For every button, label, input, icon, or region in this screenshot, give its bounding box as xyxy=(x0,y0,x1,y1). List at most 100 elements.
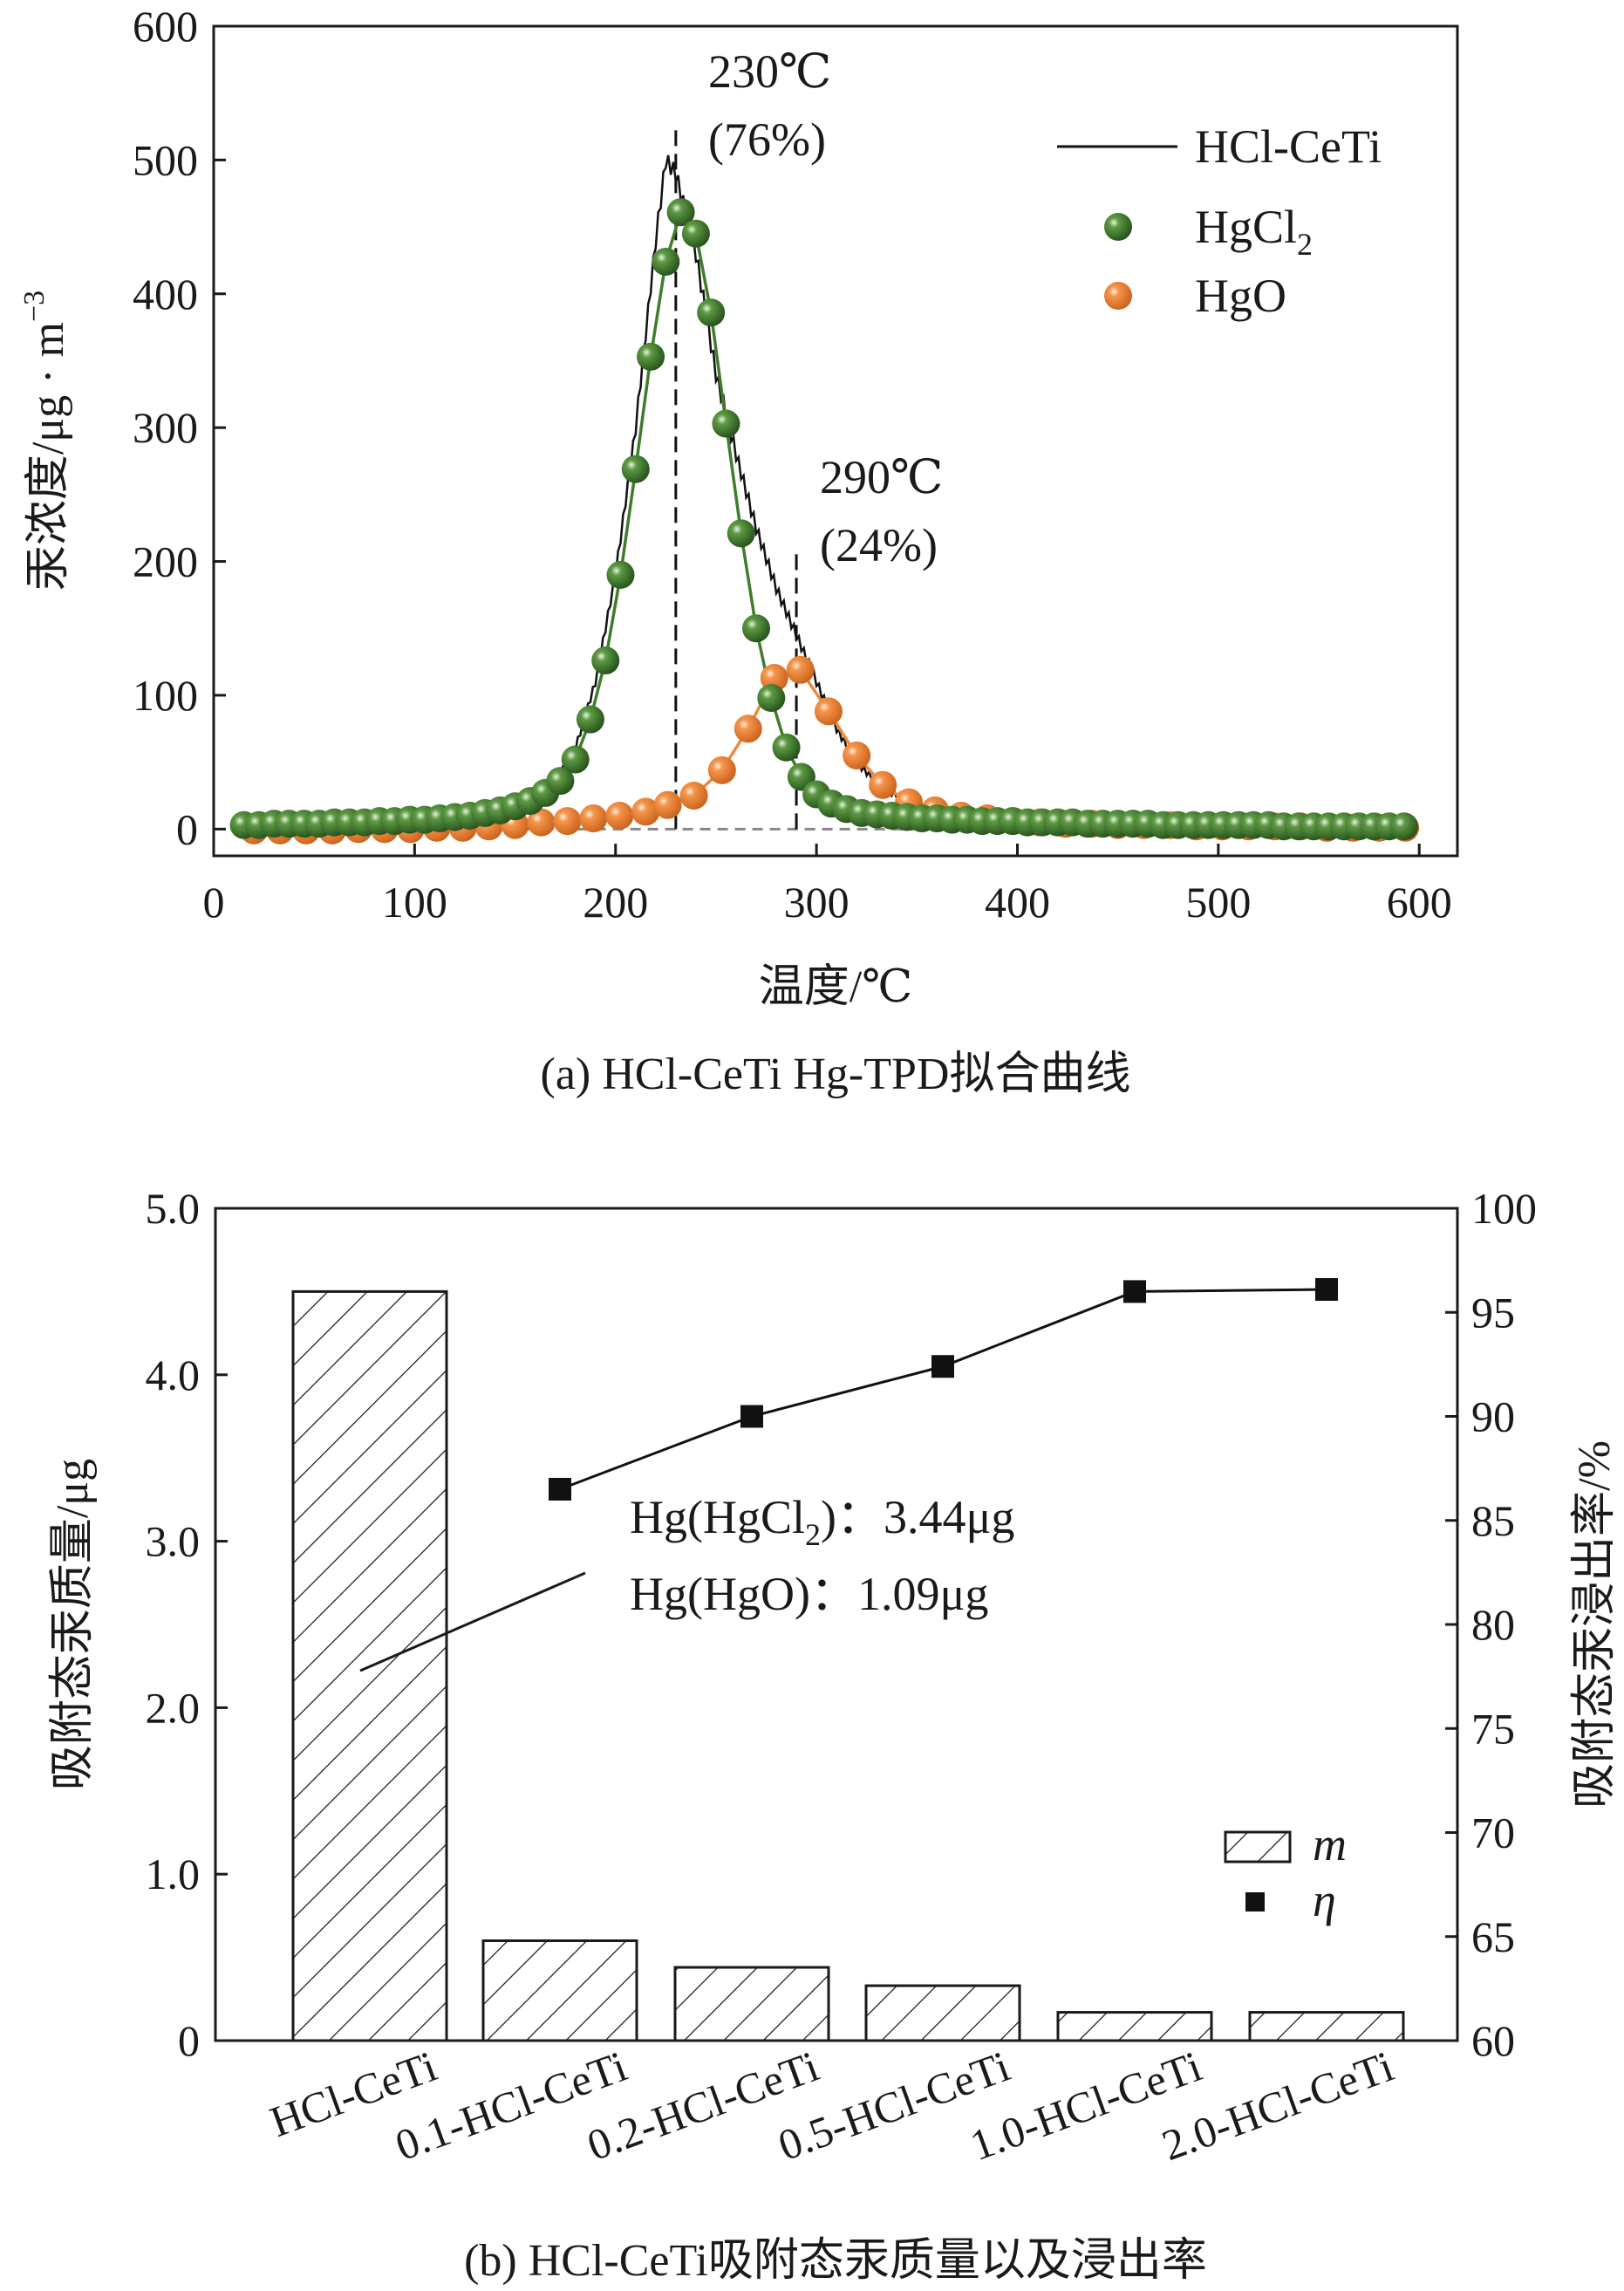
annotation-290-temp: 290℃ xyxy=(820,451,943,503)
legend-eta: η xyxy=(1313,1874,1336,1926)
x-tick-label: 400 xyxy=(985,878,1050,927)
annotation-leader-line xyxy=(359,1571,586,1672)
x-tick-label: 600 xyxy=(1387,878,1452,927)
y-right-tick-label: 80 xyxy=(1471,1600,1515,1649)
series-hgo-point xyxy=(579,804,608,833)
y-left-tick-label: 0 xyxy=(178,2016,200,2065)
series-hgcl2-point xyxy=(637,342,665,371)
y-right-tick-label: 60 xyxy=(1471,2016,1515,2065)
series-hgo-point xyxy=(843,741,871,769)
annotation-230-share: (76%) xyxy=(708,113,826,166)
series-hgcl2-point xyxy=(681,219,710,248)
legend-hgo: HgO xyxy=(1195,270,1286,322)
series-hgo-point xyxy=(553,807,582,836)
annotation-230-temp: 230℃ xyxy=(708,45,831,98)
series-hgcl2-point xyxy=(652,247,680,276)
chart-a-frame xyxy=(212,24,1459,858)
legend-m: m xyxy=(1313,1818,1347,1870)
y-right-tick-label: 85 xyxy=(1471,1496,1515,1545)
x-tick-label: 0 xyxy=(203,878,225,927)
legend-hcl-ceti: HCl-CeTi xyxy=(1195,120,1382,173)
legend-m-swatch xyxy=(1224,1830,1292,1864)
y-right-tick-label: 65 xyxy=(1471,1912,1515,1961)
series-hgcl2-point xyxy=(576,705,604,734)
chart-b-y-left-label: 吸附态汞质量/μg xyxy=(48,1459,98,1790)
y-right-tick-label: 90 xyxy=(1471,1392,1515,1441)
chart-a: 0 100 200 300 400 500 600 0 100 200 300 400 500 600 2… xyxy=(18,2,1459,1099)
eta-point xyxy=(1315,1278,1338,1302)
annotation-hgcl2-mass: Hg(HgCl2)：3.44μg xyxy=(630,1491,1014,1552)
y-right-tick-label: 75 xyxy=(1471,1704,1515,1753)
series-hgcl2-point xyxy=(546,767,575,796)
y-tick-label: 0 xyxy=(176,804,198,853)
y-left-tick-label: 2.0 xyxy=(146,1683,201,1732)
chart-a-x-label: 温度/℃ xyxy=(759,962,913,1012)
y-tick-label: 600 xyxy=(133,2,198,51)
series-hgcl2-point xyxy=(742,614,771,643)
x-tick-label: 100 xyxy=(382,878,447,927)
y-tick-label: 200 xyxy=(133,537,198,586)
chart-b-bars xyxy=(291,1289,1405,2042)
x-tick-label: 300 xyxy=(784,878,850,927)
eta-point xyxy=(549,1477,571,1501)
chart-a-marks xyxy=(229,198,1420,845)
annotation-hgo-mass: Hg(HgO)：1.09μg xyxy=(630,1568,988,1620)
chart-b-ticks: 0 1.0 2.0 3.0 4.0 5.0 60 65 70 75 80 85 90 95 100 xyxy=(146,1184,1538,2065)
chart-a-legend: HCl-CeTi HgCl2 HgO xyxy=(1057,120,1382,322)
bar-m-4 xyxy=(1056,2011,1213,2042)
bar-m-3 xyxy=(864,1984,1021,2042)
eta-point xyxy=(1123,1280,1146,1303)
y-left-tick-label: 5.0 xyxy=(146,1184,201,1233)
chart-b-category-labels: HCl-CeTi0.1-HCl-CeTi0.2-HCl-CeTi0.5-HCl-… xyxy=(263,2041,1399,2170)
series-hgo-point xyxy=(527,808,556,837)
eta-point xyxy=(740,1405,763,1428)
chart-b-y-right-label: 吸附态汞浸出率/% xyxy=(1570,1440,1620,1809)
y-right-tick-label: 70 xyxy=(1471,1809,1515,1857)
y-right-tick-label: 95 xyxy=(1471,1288,1515,1337)
annotation-290-share: (24%) xyxy=(820,519,938,571)
series-hgo-point xyxy=(786,655,815,684)
legend-hgcl2: HgCl2 xyxy=(1195,201,1313,262)
chart-b: 0 1.0 2.0 3.0 4.0 5.0 60 65 70 75 80 85 90 95 100 HCl-… xyxy=(48,1184,1620,2286)
series-hgcl2-point xyxy=(591,646,620,675)
chart-b-caption: (b) HCl-CeTi吸附态汞质量以及浸出率 xyxy=(464,2236,1207,2286)
y-tick-label: 300 xyxy=(133,403,198,452)
chart-a-y-label: 汞浓度/μg · m−3 xyxy=(18,291,73,591)
eta-point xyxy=(931,1355,954,1378)
series-hgcl2-point xyxy=(1389,812,1418,841)
legend-hgcl2-marker xyxy=(1104,213,1132,241)
x-tick-label: 200 xyxy=(583,878,648,927)
series-hgcl2-point xyxy=(561,745,590,774)
eta-line xyxy=(559,1288,1327,1491)
bar-m-1 xyxy=(481,1939,638,2042)
x-tick-label: 500 xyxy=(1185,878,1251,927)
series-hgo-point xyxy=(734,715,762,743)
y-tick-label: 400 xyxy=(133,270,198,318)
series-hgo-point xyxy=(631,797,660,826)
chart-b-legend: m η xyxy=(1224,1818,1347,1926)
chart-a-ticks: 0 100 200 300 400 500 600 0 100 200 300 400 500 600 xyxy=(133,2,1452,927)
series-hgcl2-point xyxy=(697,298,726,327)
series-hgo-point xyxy=(679,781,708,810)
series-hgo-point xyxy=(707,756,736,784)
legend-hgo-marker xyxy=(1104,282,1132,310)
y-left-tick-label: 3.0 xyxy=(146,1517,201,1566)
series-hgcl2-point xyxy=(757,684,786,713)
series-hgo-point xyxy=(653,790,682,819)
y-right-tick-label: 100 xyxy=(1471,1184,1537,1233)
series-hgcl2-point xyxy=(727,519,755,548)
series-hgo-point xyxy=(814,697,843,726)
y-left-tick-label: 4.0 xyxy=(146,1351,201,1399)
series-hgo-point xyxy=(605,801,634,830)
y-tick-label: 100 xyxy=(133,671,198,720)
series-hgcl2-point xyxy=(606,560,635,589)
series-hgo-point xyxy=(869,770,897,799)
series-hgcl2-point xyxy=(772,733,801,762)
chart-a-caption: (a) HCl-CeTi Hg-TPD拟合曲线 xyxy=(541,1050,1131,1099)
y-tick-label: 500 xyxy=(133,135,198,184)
legend-eta-marker xyxy=(1245,1892,1265,1911)
series-hgcl2-point xyxy=(712,409,740,438)
series-hgcl2-point xyxy=(621,455,650,483)
bar-m-2 xyxy=(673,1966,830,2042)
